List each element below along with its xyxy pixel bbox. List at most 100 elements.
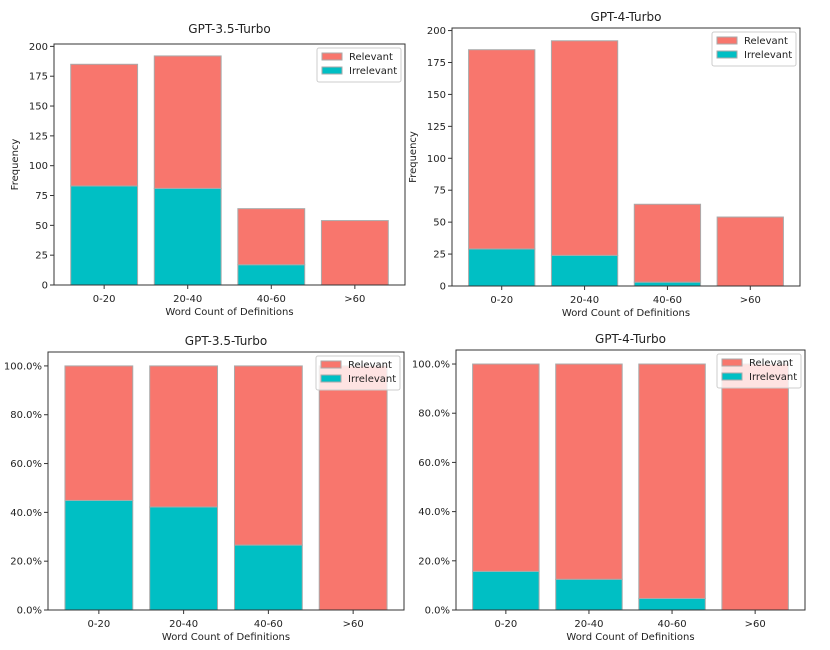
y-tick-label: 75 [35, 191, 48, 202]
y-axis-label: Frequency [408, 131, 419, 183]
bar-relevant-0 [472, 363, 540, 572]
legend-swatch-irrelevant [320, 374, 342, 383]
y-tick-label: 25 [35, 251, 48, 262]
x-tick-label: 0-20 [495, 619, 518, 630]
bar-relevant-0 [64, 365, 134, 501]
bar-relevant-1 [555, 363, 623, 580]
legend-label-relevant: Relevant [744, 36, 788, 47]
y-tick-label: 150 [427, 90, 446, 101]
bar-irrelevant-2 [233, 544, 303, 611]
bar-relevant-2 [638, 363, 706, 599]
bar-irrelevant-0 [64, 499, 134, 611]
x-tick-label: 0-20 [93, 294, 116, 305]
legend-swatch-irrelevant [716, 50, 738, 59]
bar-irrelevant-0 [468, 248, 536, 287]
x-tick-label: 20-40 [169, 619, 198, 630]
legend-swatch-irrelevant [321, 66, 343, 75]
chart-1: 0-20 20-40 40-60 >60 0 25 50 75 100 125 150 175 200 G… [408, 10, 801, 319]
y-tick-label: 0.0% [17, 606, 42, 617]
bar-irrelevant-2 [237, 264, 306, 286]
x-axis-label: Word Count of Definitions [165, 307, 293, 318]
axes-frame [47, 351, 405, 611]
y-tick-label: 100 [427, 154, 446, 165]
bar-relevant-2 [237, 208, 306, 266]
y-tick-label: 50 [35, 221, 48, 232]
legend-label-irrelevant: Irrelevant [349, 66, 397, 77]
bar-relevant-3 [320, 220, 389, 286]
x-axis-label: Word Count of Definitions [566, 632, 694, 643]
y-tick-label: 175 [29, 72, 48, 83]
bar-irrelevant-2 [638, 597, 706, 611]
legend-swatch-relevant [321, 52, 343, 61]
legend-label-relevant: Relevant [749, 358, 793, 369]
y-tick-label: 20.0% [10, 557, 42, 568]
legend-label-irrelevant: Irrelevant [744, 50, 792, 61]
x-tick-label: 40-60 [257, 294, 286, 305]
chart-3: 0-20 20-40 40-60 >60 0.0% 20.0% 40.0% 60.0% 80.0… [412, 332, 806, 643]
y-tick-label: 125 [427, 122, 446, 133]
bar-irrelevant-1 [550, 254, 619, 287]
y-tick-label: 175 [427, 58, 446, 69]
bar-relevant-2 [633, 203, 702, 283]
y-tick-label: 80.0% [10, 410, 42, 421]
legend-swatch-relevant [320, 360, 342, 369]
bar-relevant-0 [468, 49, 536, 250]
bar-relevant-3 [318, 365, 388, 611]
axes-frame [53, 43, 406, 286]
axes-frame [451, 27, 801, 287]
legend-label-irrelevant: Irrelevant [749, 372, 797, 383]
y-tick-label: 200 [427, 26, 446, 37]
y-tick-label: 80.0% [418, 409, 450, 420]
y-tick-label: 0.0% [425, 606, 450, 617]
x-axis-label: Word Count of Definitions [562, 308, 690, 319]
legend-label-relevant: Relevant [349, 52, 393, 63]
y-tick-label: 200 [29, 42, 48, 53]
bar-relevant-2 [233, 365, 303, 546]
y-tick-label: 100 [29, 161, 48, 172]
chart-title: GPT-4-Turbo [591, 10, 662, 24]
bar-relevant-1 [149, 365, 219, 508]
bar-relevant-1 [153, 55, 222, 189]
legend-label-irrelevant: Irrelevant [348, 374, 396, 385]
legend-swatch-irrelevant [721, 372, 743, 381]
chart-2: 0-20 20-40 40-60 >60 0.0% 20.0% 40.0% 60.0% 80.0… [4, 334, 405, 643]
x-tick-label: >60 [745, 619, 766, 630]
y-tick-label: 40.0% [418, 507, 450, 518]
y-tick-label: 100.0% [412, 360, 450, 371]
x-tick-label: >60 [740, 295, 761, 306]
bar-irrelevant-2 [633, 281, 702, 287]
y-tick-label: 0 [42, 281, 48, 292]
x-tick-label: 20-40 [173, 294, 202, 305]
y-tick-label: 75 [433, 186, 446, 197]
y-tick-label: 40.0% [10, 508, 42, 519]
axes-frame [455, 349, 806, 611]
y-tick-label: 100.0% [4, 361, 42, 372]
x-tick-label: 40-60 [658, 619, 687, 630]
bar-relevant-0 [70, 63, 139, 187]
y-tick-label: 50 [433, 218, 446, 229]
legend-swatch-relevant [721, 358, 743, 367]
bar-irrelevant-1 [555, 578, 623, 611]
x-axis-label: Word Count of Definitions [162, 632, 290, 643]
chart-title: GPT-4-Turbo [595, 332, 666, 346]
chart-title: GPT-3.5-Turbo [188, 22, 270, 36]
y-tick-label: 25 [433, 250, 446, 261]
bar-relevant-1 [550, 40, 619, 256]
legend-label-relevant: Relevant [348, 360, 392, 371]
chart-title: GPT-3.5-Turbo [185, 334, 267, 348]
y-tick-label: 60.0% [10, 459, 42, 470]
bar-irrelevant-0 [472, 570, 540, 611]
bar-irrelevant-1 [153, 187, 222, 286]
legend-swatch-relevant [716, 36, 738, 45]
x-tick-label: >60 [343, 619, 364, 630]
bar-relevant-3 [716, 216, 784, 287]
bar-relevant-3 [721, 363, 789, 611]
bar-irrelevant-1 [149, 506, 219, 611]
y-axis-label: Frequency [10, 139, 21, 191]
x-tick-label: 40-60 [254, 619, 283, 630]
y-tick-label: 20.0% [418, 556, 450, 567]
y-tick-label: 150 [29, 102, 48, 113]
bar-irrelevant-0 [70, 185, 139, 286]
y-tick-label: 60.0% [418, 458, 450, 469]
